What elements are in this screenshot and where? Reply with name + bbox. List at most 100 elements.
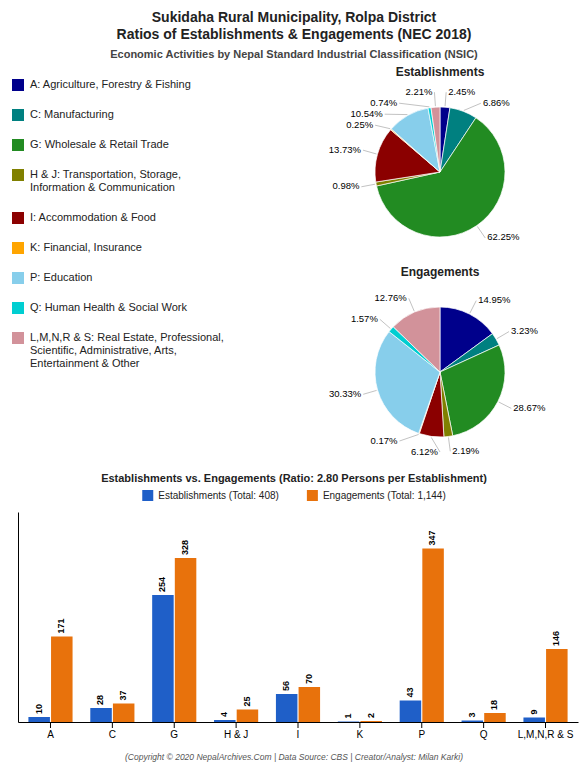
data-label: 43 (405, 687, 415, 697)
x-tick-mark (359, 722, 360, 728)
leader-line (499, 402, 511, 408)
chart-root: Sukidaha Rural Municipality, Rolpa Distr… (0, 0, 588, 768)
data-label: 6.12% (411, 446, 438, 457)
data-label: 62.25% (487, 231, 520, 242)
legend-label: A: Agriculture, Forestry & Fishing (30, 78, 191, 90)
legend-swatch (12, 139, 24, 151)
leader-line (477, 226, 485, 238)
bar (523, 718, 545, 723)
chart-title-line: Ratios of Establishments & Engagements (… (117, 26, 472, 42)
bar (338, 721, 360, 722)
x-tick: L,M,N,R & S (518, 722, 574, 740)
bar (462, 721, 484, 723)
data-label: 37 (118, 690, 128, 700)
x-tick-mark (174, 722, 175, 728)
x-tick-mark (421, 722, 422, 728)
data-label: 28 (95, 695, 105, 705)
data-label: 3 (467, 712, 477, 717)
legend-label: K: Financial, Insurance (30, 241, 142, 253)
data-label: 1 (343, 713, 353, 718)
pie-name: Engagements (401, 265, 480, 279)
data-label: 10.54% (350, 108, 383, 119)
data-label: 30.33% (329, 388, 362, 399)
bar (400, 701, 422, 723)
legend-label-line: G: Wholesale & Retail Trade (30, 138, 169, 150)
bar (360, 721, 382, 722)
x-tick-label: C (109, 729, 116, 740)
leader-line (470, 301, 476, 313)
x-tick: C (109, 722, 116, 740)
leader-line (464, 103, 481, 110)
x-tick: K (357, 722, 364, 740)
legend-swatch (12, 169, 24, 181)
data-label: 2.19% (452, 445, 479, 456)
pie-slice (431, 107, 440, 172)
leader-line (497, 332, 509, 339)
leader-line (409, 298, 414, 311)
legend-label-line: C: Manufacturing (30, 108, 114, 120)
x-tick: Q (480, 722, 488, 740)
legend-item: P: Education (12, 271, 92, 284)
leader-line (445, 92, 446, 106)
leader-line (380, 319, 391, 328)
legend-swatch (12, 302, 24, 314)
data-labels: 102825445614339171373282570234718146 (34, 530, 562, 718)
bar (546, 649, 568, 722)
data-label: 2.21% (406, 86, 433, 97)
legend-item: L,M,N,R & S: Real Estate, Professional,S… (12, 331, 224, 369)
legend-label: I: Accommodation & Food (30, 211, 156, 223)
legend-item: Q: Human Health & Social Work (12, 301, 187, 314)
bar (90, 708, 112, 722)
legend-label-line: Entertainment & Other (30, 357, 140, 369)
legend-label: Engagements (Total: 1,144) (323, 490, 446, 501)
x-tick-label: I (297, 729, 300, 740)
legend-item: Establishments (Total: 408) (142, 490, 279, 501)
legend-item: G: Wholesale & Retail Trade (12, 138, 169, 151)
x-tick: I (297, 722, 300, 740)
x-tick: G (170, 722, 178, 740)
data-label: 347 (427, 530, 437, 545)
chart-title: Establishments vs. Engagements (Ratio: 2… (101, 472, 487, 484)
x-tick: A (47, 722, 54, 740)
legend-label-line: L,M,N,R & S: Real Estate, Professional, (30, 331, 224, 343)
pie-slice (428, 108, 440, 172)
data-label: 2 (366, 713, 376, 718)
data-label: 2.45% (448, 86, 475, 97)
x-tick-mark (298, 722, 299, 728)
x-tick: H & J (224, 722, 248, 740)
data-label: 10 (34, 704, 44, 714)
legend-swatch (12, 212, 24, 224)
x-tick-label: G (170, 729, 178, 740)
leader-line (399, 103, 429, 107)
x-tick-mark (50, 722, 51, 728)
legend-item: Engagements (Total: 1,144) (307, 490, 446, 501)
x-tick-mark (545, 722, 546, 728)
data-label: 0.98% (332, 180, 359, 191)
leader-line (448, 437, 450, 451)
data-label: 6.86% (483, 97, 510, 108)
data-label: 1.57% (351, 313, 378, 324)
legend-item: A: Agriculture, Forestry & Fishing (12, 78, 191, 91)
legend-label-line: Scientific, Administrative, Arts, (30, 344, 177, 356)
chart-subtitle: Economic Activities by Nepal Standard In… (110, 48, 478, 60)
bar (175, 558, 197, 722)
x-tick-label: A (47, 729, 54, 740)
pie: 2.45%6.86%62.25%0.98%13.73%0.25%10.54%0.… (329, 86, 520, 243)
legend-item: C: Manufacturing (12, 108, 114, 121)
legend-item: H & J: Transportation, Storage,Informati… (12, 168, 181, 193)
data-label: 4 (219, 712, 229, 717)
bar (422, 549, 444, 723)
legend-swatch (12, 272, 24, 284)
data-label: 328 (180, 540, 190, 555)
bar (152, 595, 174, 722)
chart-title-line: Sukidaha Rural Municipality, Rolpa Distr… (152, 9, 437, 25)
leader-line (363, 150, 376, 154)
legend-swatch (12, 109, 24, 121)
legend-label-line: H & J: Transportation, Storage, (30, 168, 181, 180)
legend: A: Agriculture, Forestry & Fishing C: Man… (12, 78, 224, 369)
data-label: 28.67% (513, 402, 546, 413)
legend-label: G: Wholesale & Retail Trade (30, 138, 169, 150)
legend-label: P: Education (30, 271, 92, 283)
x-tick-label: H & J (224, 729, 248, 740)
leader-line (385, 114, 408, 115)
